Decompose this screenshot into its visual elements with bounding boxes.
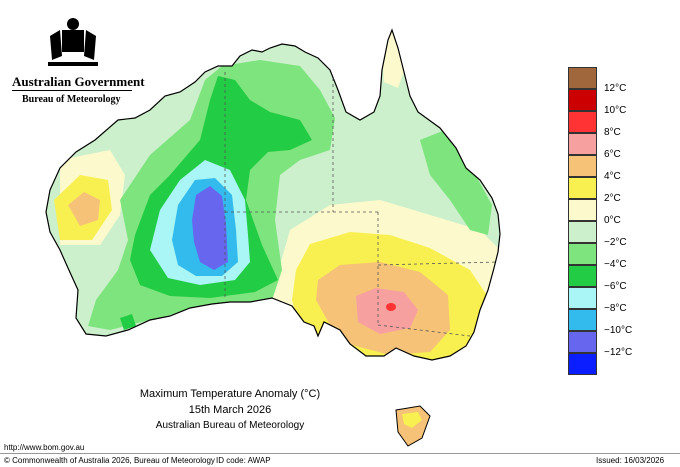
legend-swatch	[568, 199, 597, 221]
legend-label: 0°C	[604, 215, 621, 226]
legend-swatch	[568, 353, 597, 375]
legend-label: 12°C	[604, 83, 627, 94]
footer-id-code: ID code: AWAP	[216, 456, 271, 465]
legend-swatch	[568, 287, 597, 309]
legend-swatch	[568, 89, 597, 111]
footer-divider	[0, 453, 680, 454]
logo-divider	[12, 90, 132, 91]
legend-label: 2°C	[604, 193, 621, 204]
legend-swatch	[568, 111, 597, 133]
legend-label: −6°C	[604, 281, 627, 292]
legend-label: −4°C	[604, 259, 627, 270]
footer-issued: Issued: 16/03/2026	[596, 456, 665, 465]
legend-swatch	[568, 177, 597, 199]
map-date: 15th March 2026	[188, 404, 272, 416]
legend-swatch	[568, 133, 597, 155]
legend-label: −10°C	[604, 325, 633, 336]
legend-swatch	[568, 309, 597, 331]
legend-label: −2°C	[604, 237, 627, 248]
legend-label: 8°C	[604, 127, 621, 138]
legend-label: 6°C	[604, 149, 621, 160]
footer-url[interactable]: http://www.bom.gov.au	[4, 443, 85, 452]
legend-swatch	[568, 67, 597, 89]
legend-label: −12°C	[604, 347, 633, 358]
legend-label: −8°C	[604, 303, 627, 314]
legend-label: 4°C	[604, 171, 621, 182]
legend-swatch	[568, 265, 597, 287]
bureau-name: Bureau of Meteorology	[22, 94, 121, 105]
legend-swatch	[568, 331, 597, 353]
government-name: Australian Government	[12, 74, 145, 89]
map-credit: Australian Bureau of Meteorology	[155, 420, 305, 431]
legend-swatch	[568, 243, 597, 265]
map-title: Maximum Temperature Anomaly (°C)	[139, 388, 321, 400]
legend-label: 10°C	[604, 105, 627, 116]
legend-swatch	[568, 155, 597, 177]
coat-of-arms-icon	[48, 18, 98, 66]
footer-copyright: © Commonwealth of Australia 2026, Bureau…	[4, 456, 215, 465]
legend-swatch	[568, 221, 597, 243]
